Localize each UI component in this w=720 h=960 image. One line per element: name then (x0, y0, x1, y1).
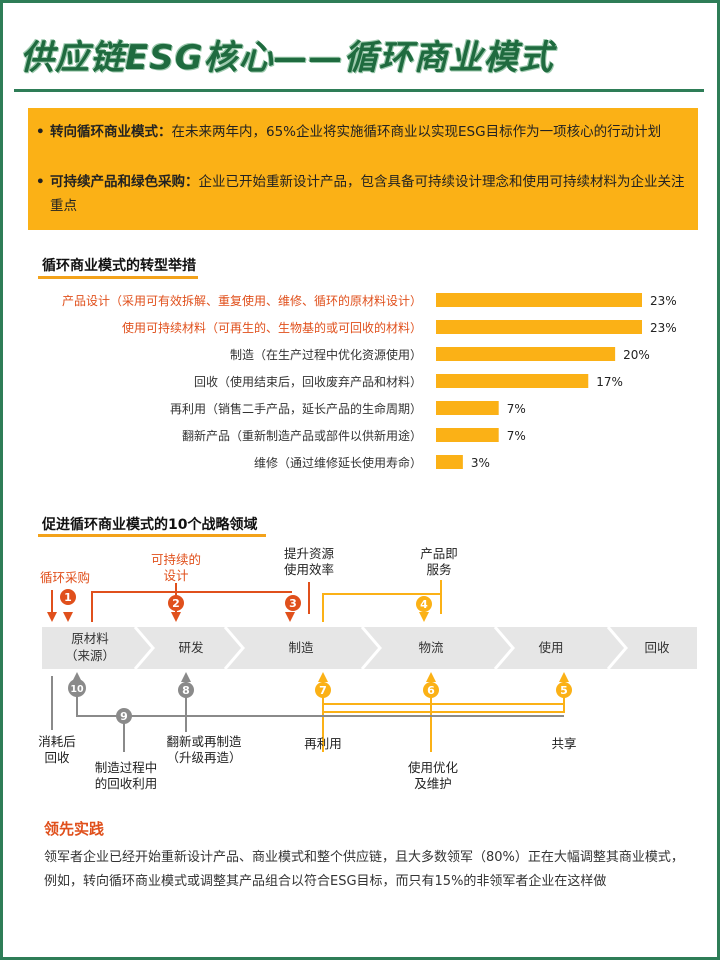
stage-box-use (495, 627, 626, 669)
strategy-marker-5: 5 (556, 682, 572, 698)
summary-text: 在未来两年内，65%企业将实施循环商业以实现ESG目标作为一项核心的行动计划 (171, 124, 662, 140)
svg-text:4: 4 (420, 598, 428, 611)
stage-label-raw-material: 原材料（来源） (65, 631, 115, 663)
svg-text:6: 6 (427, 684, 435, 697)
title-divider (14, 89, 704, 92)
stage-separator (223, 626, 245, 670)
gray-arrowheads (72, 672, 191, 682)
summary-lead: 转向循环商业模式： (50, 124, 172, 140)
stage-box-logistics (362, 627, 513, 669)
diagram-title: 促进循环商业模式的10个战略领域 (42, 517, 258, 533)
bar-category-label: 使用可持续材料（可再生的、生物基的或可回收的材料） (122, 320, 422, 335)
stage-separator (133, 626, 155, 670)
summary-item: • 可持续产品和绿色采购：企业已开始重新设计产品，包含具备可持续设计理念和使用可… (36, 170, 686, 218)
label-product-as-service: 产品即服务 (420, 546, 458, 577)
svg-text:8: 8 (182, 684, 190, 697)
yellow-arrowheads (318, 612, 569, 682)
bar-category-label: 产品设计（采用可有效拆解、重复使用、维修、循环的原材料设计） (62, 293, 422, 308)
orange-arrowheads (47, 612, 295, 622)
strategy-marker-3: 3 (285, 595, 301, 611)
stage-label-recycle: 回收 (644, 640, 670, 655)
svg-text:2: 2 (172, 597, 180, 610)
svg-text:3: 3 (289, 597, 297, 610)
stage-label-rd: 研发 (178, 640, 204, 655)
stage-box-recycle (608, 627, 697, 669)
bar (436, 320, 642, 334)
stage-separator (360, 626, 382, 670)
svg-text:5: 5 (560, 684, 568, 697)
svg-text:10: 10 (70, 684, 84, 695)
stage-label-logistics: 物流 (418, 640, 444, 655)
strategy-marker-1: 1 (60, 589, 76, 605)
bar (436, 293, 642, 307)
strategy-marker-10: 10 (68, 679, 86, 697)
summary-item: • 转向循环商业模式：在未来两年内，65%企业将实施循环商业以实现ESG目标作为… (36, 120, 686, 144)
strategy-marker-7: 7 (315, 682, 331, 698)
leading-practice-title: 领先实践 (44, 820, 105, 838)
bar (436, 401, 499, 415)
bar-value-label: 23% (650, 294, 677, 308)
stage-label-manufacturing: 制造 (288, 640, 314, 655)
label-sustainable-design: 可持续的设计 (151, 552, 201, 583)
bullet-icon: • (36, 174, 45, 190)
label-resource-efficiency: 提升资源使用效率 (284, 546, 335, 577)
bar-category-label: 回收（使用结束后，回收废弃产品和材料） (194, 374, 422, 389)
stage-box-manufacturing (225, 627, 380, 669)
bar (436, 374, 589, 388)
stage-box-raw-material (42, 627, 153, 669)
bar-value-label: 23% (650, 321, 677, 335)
bar-value-label: 7% (507, 402, 526, 416)
summary-text: 企业已开始重新设计产品，包含具备可持续设计理念和使用可持续材料为企业关注重点 (50, 174, 685, 214)
label-post-consumer-recycling: 消耗后回收 (38, 734, 76, 765)
svg-text:9: 9 (120, 710, 128, 723)
bar (436, 347, 616, 361)
label-circular-procurement: 循环采购 (40, 570, 90, 585)
bar (436, 455, 463, 469)
strategy-marker-9: 9 (116, 708, 132, 724)
page-title: 供应链ESG核心——循环商业模式 (20, 38, 554, 78)
label-sharing: 共享 (551, 736, 576, 751)
diagram-title-underline (38, 534, 266, 537)
stage-separator (493, 626, 515, 670)
strategy-marker-4: 4 (416, 596, 432, 612)
bar-value-label: 7% (507, 429, 526, 443)
bar-category-label: 制造（在生产过程中优化资源使用） (230, 347, 422, 362)
summary-box: • 转向循环商业模式：在未来两年内，65%企业将实施循环商业以实现ESG目标作为… (28, 108, 698, 230)
bar-value-label: 20% (623, 348, 650, 362)
svg-text:1: 1 (64, 591, 72, 604)
bar-category-label: 维修（通过维修延长使用寿命） (254, 455, 422, 470)
chart-section-title: 循环商业模式的转型举措 (42, 258, 196, 274)
stage-label-use: 使用 (538, 640, 563, 655)
bar (436, 428, 499, 442)
summary-lead: 可持续产品和绿色采购： (50, 174, 199, 190)
bar-value-label: 3% (471, 456, 490, 470)
chart-title-underline (38, 276, 198, 279)
bullet-icon: • (36, 124, 45, 140)
label-use-optimization: 使用优化及维护 (408, 760, 459, 791)
strategy-marker-2: 2 (168, 595, 184, 611)
bar-value-label: 17% (596, 375, 623, 389)
label-refurbish-remanufacture: 翻新或再制造（升级再造） (166, 734, 242, 765)
strategy-marker-6: 6 (423, 682, 439, 698)
stage-box-rd (135, 627, 243, 669)
bar-category-label: 翻新产品（重新制造产品或部件以供新用途） (182, 428, 422, 443)
bar-category-label: 再利用（销售二手产品，延长产品的生命周期） (170, 401, 422, 416)
stage-separator (606, 626, 628, 670)
strategy-marker-8: 8 (178, 682, 194, 698)
label-manufacturing-recycling: 制造过程中的回收利用 (95, 760, 158, 791)
leading-practice-text: 领军者企业已经开始重新设计产品、商业模式和整个供应链，且大多数领军（80%）正在… (44, 850, 684, 889)
bar-chart: 产品设计（采用可有效拆解、重复使用、维修、循环的原材料设计） 23% 使用可持续材料… (62, 293, 677, 470)
label-reuse: 再利用 (304, 736, 342, 751)
svg-text:7: 7 (319, 684, 327, 697)
